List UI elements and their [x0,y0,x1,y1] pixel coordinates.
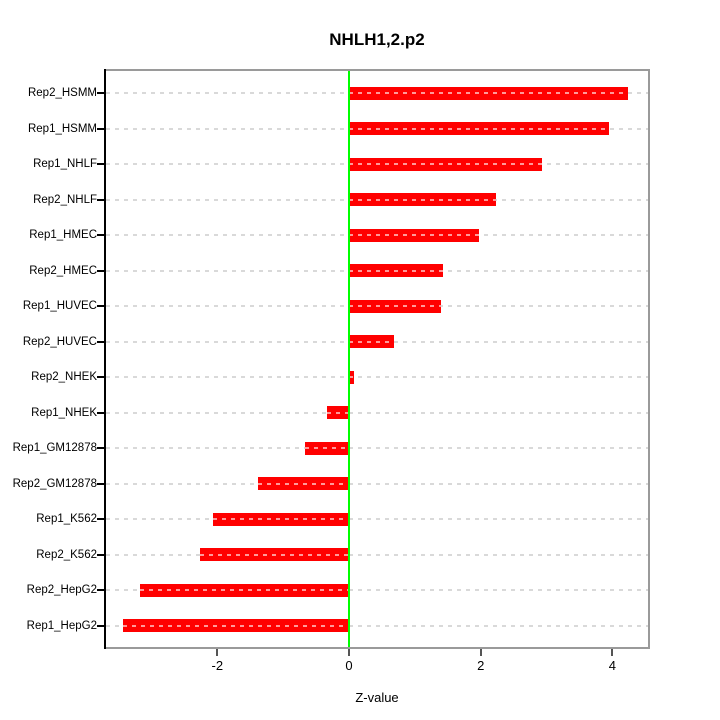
bar-gridline-overlay [199,553,349,556]
y-axis-tick [97,127,104,130]
y-axis-label: Rep2_HSMM [27,87,97,99]
y-axis-tick [97,376,104,378]
y-axis-label: Rep2_HepG2 [26,584,97,596]
row-gridline [106,482,648,485]
x-axis-tick [611,649,614,656]
bar-Rep1_NHEK [326,406,349,419]
bar-gridline-overlay [349,376,355,378]
y-axis-label: Rep1_HepG2 [26,619,97,632]
row-gridline [106,589,648,591]
y-axis-tick [97,340,104,343]
bar-gridline-overlay [349,163,542,165]
x-axis-tick [348,649,350,656]
y-axis-tick [97,447,104,449]
y-axis-label: Rep1_HSMM [27,122,97,135]
y-axis-label: Rep1_K562 [36,513,97,525]
y-axis-tick [97,305,104,307]
plot-panel [106,71,648,647]
bar-gridline-overlay [139,589,349,591]
bar-Rep1_K562 [212,512,349,526]
y-axis-label: Rep2_K562 [36,548,97,561]
bar-Rep1_HepG2 [123,619,349,632]
x-axis-tick-label: 4 [608,658,617,673]
y-axis-label: Rep1_NHLF [33,158,97,170]
row-gridline [106,553,648,556]
y-axis-label: Rep2_NHLF [33,193,97,206]
bar-gridline-overlay [349,269,444,272]
row-gridline [106,411,648,414]
y-axis-tick [97,482,104,485]
bar-Rep2_NHEK [349,370,355,384]
y-axis-label: Rep2_NHEK [31,371,97,383]
y-axis-label: Rep2_HUVEC [22,335,97,348]
bar-Rep1_HMEC [349,228,480,242]
bar-gridline-overlay [349,92,629,94]
bar-Rep1_GM12878 [304,441,349,455]
bar-gridline-overlay [304,447,349,449]
bar-Rep1_HSMM [349,122,610,135]
row-gridline [106,624,648,627]
x-axis-tick-label: 2 [477,658,485,673]
row-gridline [106,376,648,378]
x-axis-tick-label: -2 [211,658,224,673]
y-axis-tick [97,624,104,627]
y-axis-tick [97,553,104,556]
y-axis-label: Rep1_HMEC [29,229,97,241]
zero-reference-line [348,71,350,647]
chart-title: NHLH1,2.p2 [329,30,425,49]
bar-gridline-overlay [349,340,395,343]
bar-gridline-overlay [349,305,442,307]
bar-Rep2_HepG2 [139,583,349,597]
x-axis-tick [479,649,482,656]
x-axis-tick [216,649,219,656]
y-axis-label: Rep1_GM12878 [12,442,97,454]
bar-Rep2_K562 [199,548,349,561]
bar-gridline-overlay [326,411,349,414]
y-axis-label: Rep2_HMEC [29,264,97,277]
y-axis-tick [97,234,104,236]
x-axis-tick-label: 0 [345,658,353,673]
y-axis-tick [97,92,104,94]
y-axis-line [104,69,106,649]
bar-gridline-overlay [258,482,349,485]
bar-Rep2_HSMM [349,86,629,100]
bar-gridline-overlay [212,518,349,520]
y-axis-label: Rep1_NHEK [31,406,97,419]
bar-Rep2_HUVEC [349,335,395,348]
bar-Rep2_NHLF [349,193,496,206]
row-gridline [106,447,648,449]
y-axis-label: Rep1_HUVEC [22,300,97,312]
bar-Rep2_GM12878 [258,477,349,490]
bar-gridline-overlay [349,234,480,236]
bar-Rep1_NHLF [349,157,542,171]
bar-gridline-overlay [349,198,496,201]
y-axis-tick [97,589,104,591]
y-axis-tick [97,198,104,201]
y-axis-tick [97,269,104,272]
bar-gridline-overlay [123,624,349,627]
bar-Rep1_HUVEC [349,299,442,313]
bar-Rep2_HMEC [349,264,444,277]
y-axis-tick [97,411,104,414]
bar-gridline-overlay [349,127,610,130]
row-gridline [106,518,648,520]
y-axis-label: Rep2_GM12878 [12,477,97,490]
y-axis-tick [97,163,104,165]
y-axis-tick [97,518,104,520]
x-axis-title: Z-value [355,690,399,705]
